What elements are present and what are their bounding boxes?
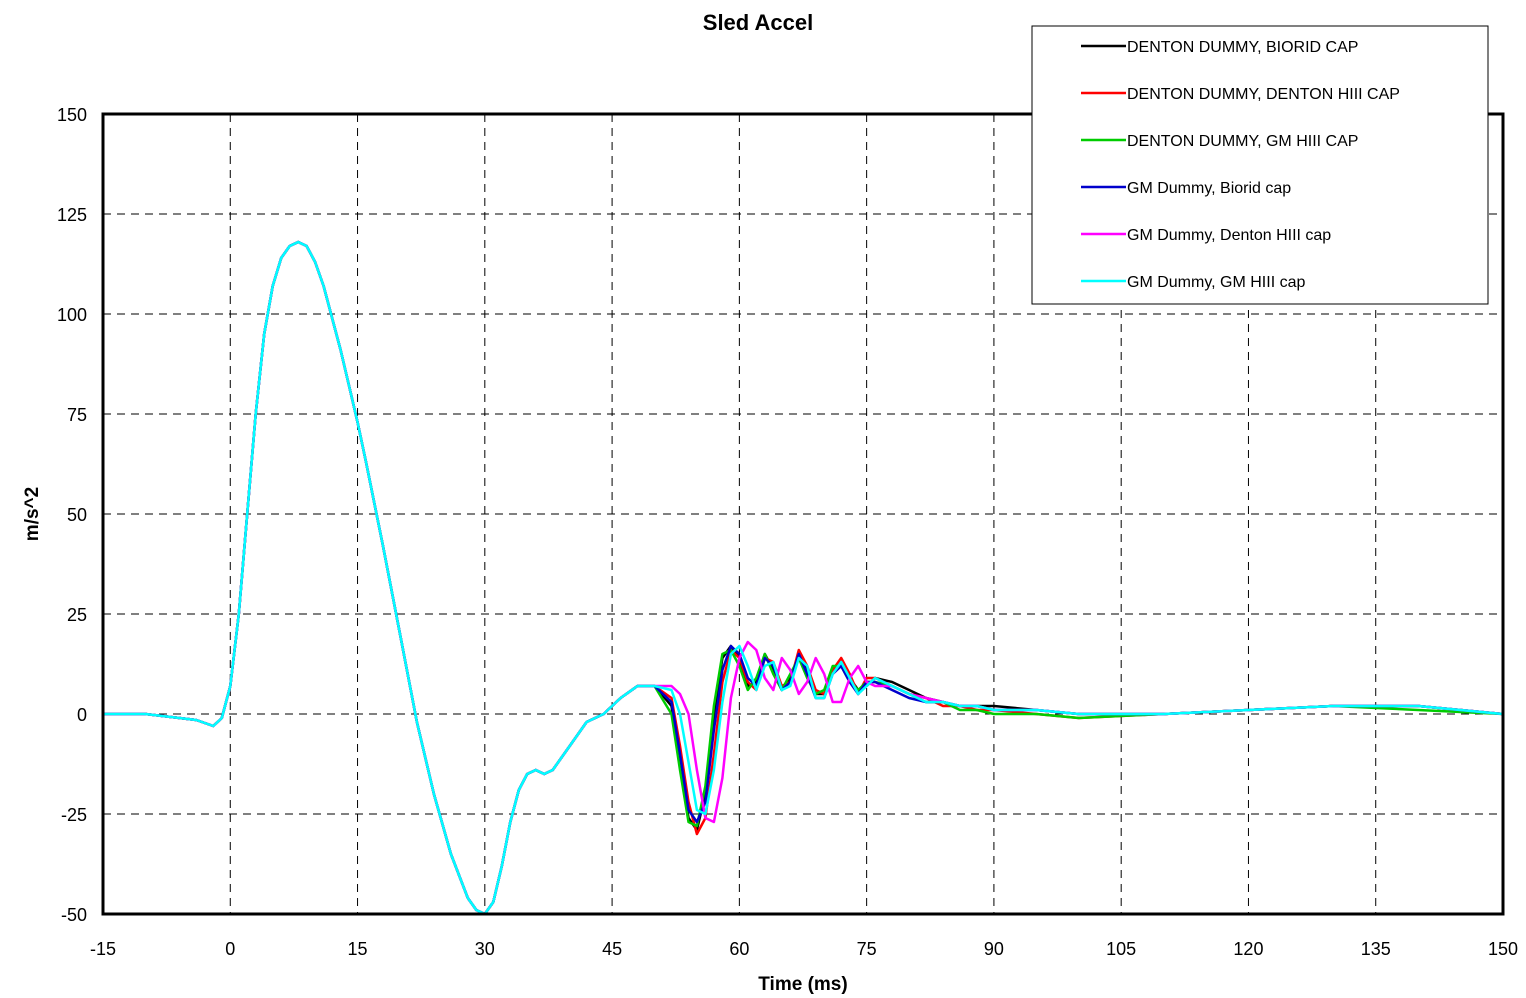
x-tick-label: 0 xyxy=(225,939,235,959)
y-tick-label: 150 xyxy=(57,105,87,125)
x-axis-title: Time (ms) xyxy=(758,974,847,995)
legend-label: DENTON DUMMY, GM HIII CAP xyxy=(1127,133,1358,150)
x-tick-label: 45 xyxy=(602,939,622,959)
x-tick-label: 60 xyxy=(729,939,749,959)
x-tick-label: 75 xyxy=(857,939,877,959)
legend-label: GM Dummy, Biorid cap xyxy=(1127,180,1291,197)
legend: DENTON DUMMY, BIORID CAP DENTON DUMMY, DE… xyxy=(1031,25,1489,305)
series-line-6 xyxy=(103,240,1504,916)
legend-label: DENTON DUMMY, DENTON HIII CAP xyxy=(1127,86,1400,103)
x-tick-label: 15 xyxy=(348,939,368,959)
legend-label: DENTON DUMMY, BIORID CAP xyxy=(1127,39,1358,56)
plot-area-frame xyxy=(101,112,1505,916)
x-tick-labels: -15 0 15 30 45 60 75 90 105 120 135 150 xyxy=(90,939,1518,959)
y-tick-labels: -50 -25 0 25 50 75 100 125 150 xyxy=(57,105,87,925)
chart-title: Sled Accel xyxy=(703,10,813,35)
y-tick-label: 0 xyxy=(77,705,87,725)
y-tick-label: 125 xyxy=(57,205,87,225)
x-tick-label: 135 xyxy=(1361,939,1391,959)
x-tick-label: 30 xyxy=(475,939,495,959)
legend-label: GM Dummy, GM HIII cap xyxy=(1127,274,1305,291)
y-tick-label: 50 xyxy=(67,505,87,525)
x-tick-label: 90 xyxy=(984,939,1004,959)
legend-items: DENTON DUMMY, BIORID CAP DENTON DUMMY, DE… xyxy=(1081,39,1400,291)
series-lines xyxy=(103,240,1504,916)
y-tick-label: -25 xyxy=(61,805,87,825)
y-tick-label: 75 xyxy=(67,405,87,425)
series-line-2 xyxy=(103,240,1504,916)
y-axis-title: m/s^2 xyxy=(22,487,43,541)
legend-box xyxy=(1031,25,1489,305)
x-tick-label: 105 xyxy=(1106,939,1136,959)
series-line-3 xyxy=(103,240,1504,916)
x-tick-label: 150 xyxy=(1488,939,1518,959)
x-tick-label: 120 xyxy=(1233,939,1263,959)
series-line-1 xyxy=(103,240,1504,916)
y-tick-label: 25 xyxy=(67,605,87,625)
x-tick-label: -15 xyxy=(90,939,116,959)
y-tick-label: 100 xyxy=(57,305,87,325)
series-line-5 xyxy=(103,240,1504,916)
legend-label: GM Dummy, Denton HIII cap xyxy=(1127,227,1331,244)
y-tick-label: -50 xyxy=(61,905,87,925)
series-line-4 xyxy=(103,240,1504,916)
